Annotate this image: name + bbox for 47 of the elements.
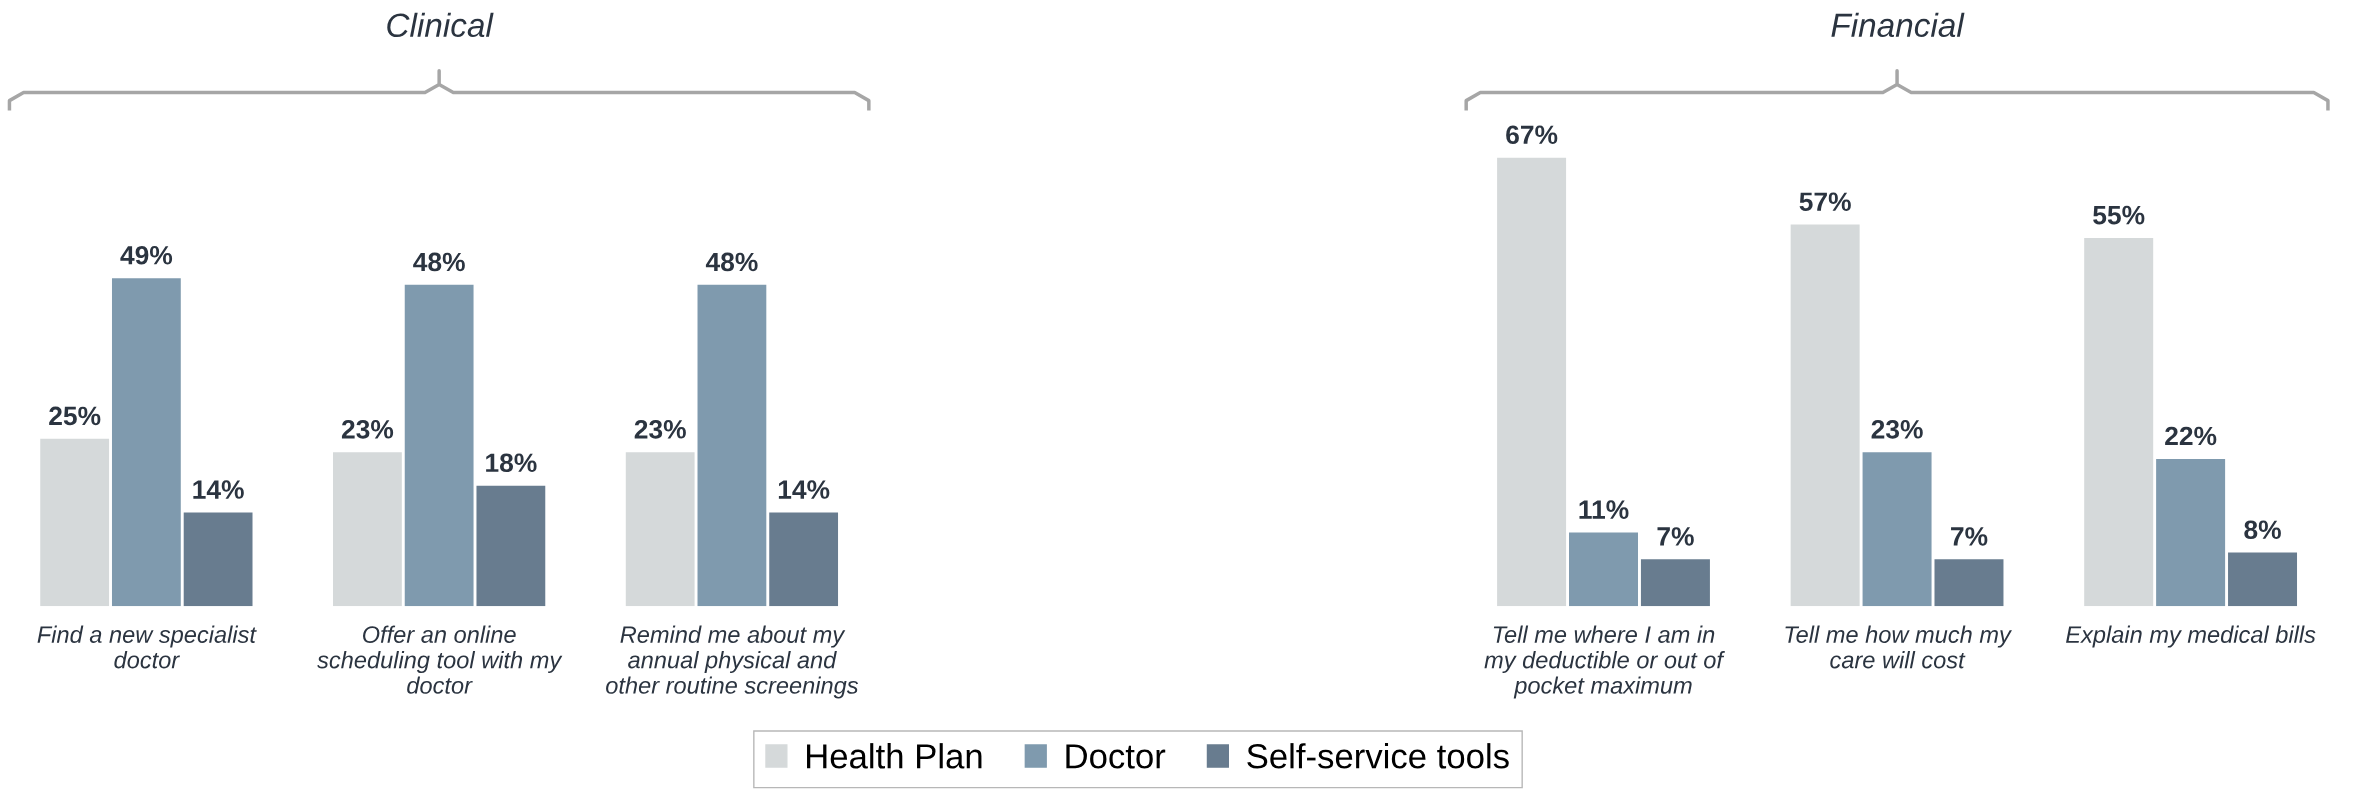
x-tick-label: Explain my medical bills: [2066, 625, 2316, 648]
data-label: 18%: [486, 453, 537, 473]
legend-label: Doctor: [1066, 744, 1166, 769]
data-label: 11%: [1579, 500, 1629, 519]
bar: [1934, 559, 2004, 607]
x-tick-label: Find a new specialist doctor: [37, 625, 257, 669]
data-label: 23%: [1871, 419, 1923, 439]
bar: [1497, 157, 1567, 607]
x-tick-label: Tell me where I am in my deductible or out of pocket maximum: [1484, 625, 1725, 699]
data-label: 14%: [193, 480, 244, 499]
legend-label: Self-service tools: [1247, 743, 1509, 769]
bar: [40, 438, 110, 607]
bar: [769, 512, 839, 607]
data-label: 22%: [2165, 426, 2217, 446]
data-label: 48%: [705, 252, 758, 272]
data-label: 48%: [413, 252, 465, 272]
bar: [2156, 458, 2226, 607]
bar: [333, 452, 402, 607]
data-label: 7%: [1951, 527, 1988, 546]
data-label: 8%: [2244, 520, 2281, 540]
x-tick-label: Tell me how much my care will cost: [1785, 625, 2012, 669]
bar: [404, 284, 474, 607]
bar: [1862, 452, 1932, 607]
bar: [111, 278, 181, 607]
bar: [183, 512, 253, 607]
legend-label: Health Plan: [807, 743, 982, 769]
data-label: 55%: [2093, 205, 2145, 225]
bar: [476, 485, 546, 607]
chart-title: Clinical: [387, 12, 494, 38]
bar: [1790, 224, 1860, 607]
data-label: 25%: [49, 406, 101, 426]
data-label: 23%: [341, 419, 394, 439]
data-label: 67%: [1506, 125, 1558, 145]
chart-title: Financial: [1831, 12, 1965, 38]
bar: [2084, 237, 2154, 607]
data-label: 7%: [1657, 527, 1694, 546]
bar: [1569, 532, 1638, 607]
bar: [2228, 552, 2298, 607]
bar: [625, 452, 695, 607]
bar: [697, 284, 767, 607]
data-label: 23%: [634, 419, 686, 439]
data-label: 57%: [1799, 192, 1851, 212]
data-label: 14%: [778, 480, 830, 499]
x-tick-label: Remind me about my annual physical and other routine screenings: [606, 625, 859, 699]
bar: [1640, 559, 1710, 607]
data-label: 49%: [120, 245, 173, 265]
x-tick-label: Offer an online scheduling tool with my doctor: [317, 625, 563, 694]
